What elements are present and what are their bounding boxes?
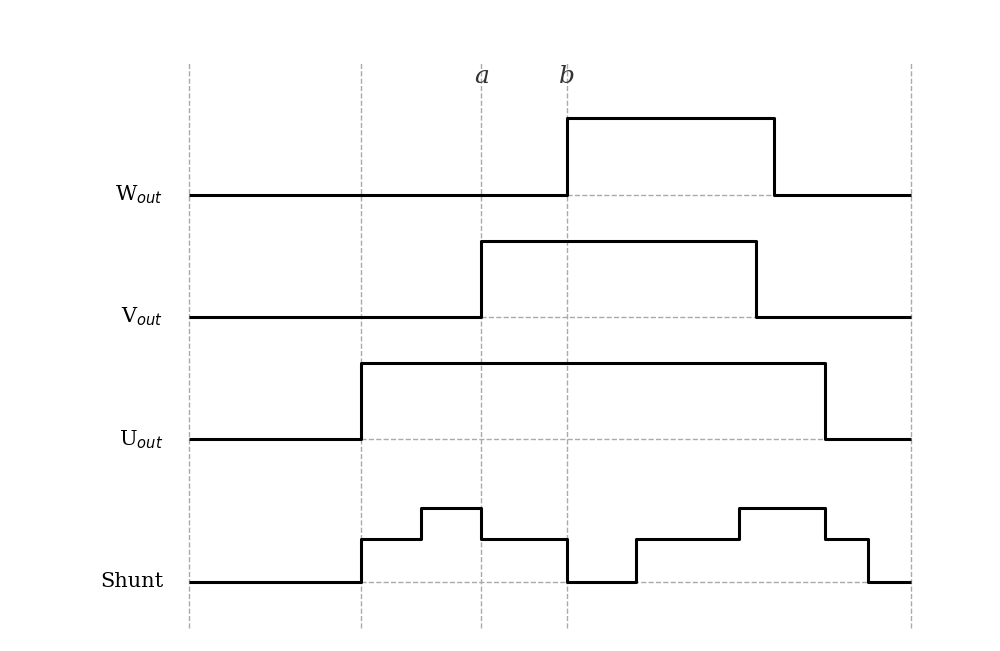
Text: U$_{out}$: U$_{out}$ [119, 428, 163, 450]
Text: V$_{out}$: V$_{out}$ [121, 306, 163, 328]
Text: W$_{out}$: W$_{out}$ [115, 184, 163, 206]
Text: Shunt: Shunt [100, 572, 163, 592]
Text: b: b [559, 64, 575, 88]
Text: a: a [474, 64, 489, 88]
